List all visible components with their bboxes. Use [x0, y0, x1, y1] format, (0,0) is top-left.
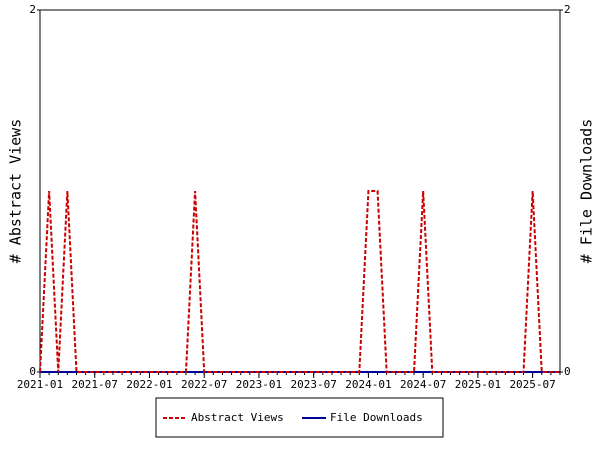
y-tick-label: 0 [29, 365, 36, 378]
plot-frame [39, 9, 561, 373]
series-line [39, 190, 560, 373]
y-tick-label: 2 [29, 3, 36, 16]
x-tick-label: 2022-07 [181, 378, 227, 391]
x-tick-label: 2022-01 [126, 378, 172, 391]
legend-label: File Downloads [330, 411, 423, 424]
x-tick-label: 2023-07 [291, 378, 337, 391]
y2-axis-title: # File Downloads [578, 119, 596, 264]
x-tick-label: 2025-07 [509, 378, 555, 391]
y2-tick-label: 0 [564, 365, 571, 378]
y-axis-title: # Abstract Views [7, 119, 25, 264]
x-tick-label: 2024-07 [400, 378, 446, 391]
x-tick-label: 2025-01 [455, 378, 501, 391]
x-tick-label: 2021-07 [72, 378, 118, 391]
legend-label: Abstract Views [191, 411, 284, 424]
y2-tick-label: 2 [564, 3, 571, 16]
x-tick-label: 2023-01 [236, 378, 282, 391]
legend-box [155, 397, 444, 438]
x-tick-label: 2024-01 [345, 378, 391, 391]
x-tick-label: 2021-01 [17, 378, 63, 391]
